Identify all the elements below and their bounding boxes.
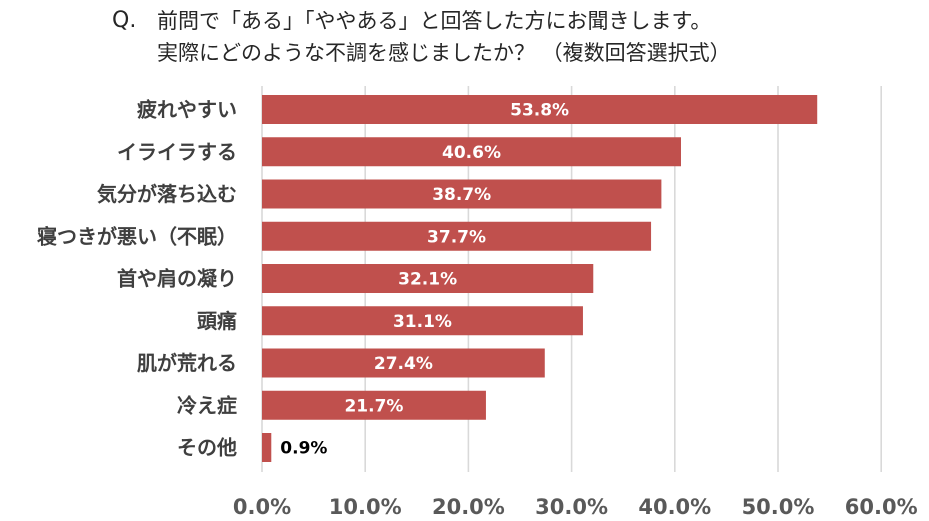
bar-value-label: 21.7%	[344, 396, 403, 416]
bar	[262, 433, 272, 462]
question-prefix: Q.	[112, 8, 137, 33]
bar-value-label: 38.7%	[432, 185, 491, 205]
bar-value-label: 40.6%	[442, 143, 501, 163]
question-line-2: 実際にどのような不調を感じましたか？ （複数回答選択式）	[157, 41, 731, 65]
category-label: 首や肩の凝り	[117, 267, 237, 291]
bar-value-label: 27.4%	[374, 354, 433, 374]
bar-value-label: 31.1%	[393, 312, 452, 332]
bar-value-label: 53.8%	[510, 101, 569, 121]
bar-value-label: 37.7%	[427, 227, 486, 247]
bar	[262, 95, 818, 124]
category-label: 頭痛	[197, 309, 237, 333]
x-tick-label: 20.0%	[432, 495, 505, 519]
x-tick-label: 30.0%	[535, 495, 608, 519]
bar-value-label: 0.9%	[280, 439, 327, 459]
bar	[262, 221, 652, 251]
category-label: 気分が落ち込む	[97, 182, 237, 206]
category-label: 冷え症	[177, 393, 237, 417]
question-line-1: 前問で「ある」「ややある」と回答した方にお聞きします。	[157, 9, 712, 33]
x-tick-label: 10.0%	[329, 495, 402, 519]
bar	[262, 179, 662, 209]
category-label: イライラする	[117, 140, 237, 164]
bar	[262, 390, 486, 420]
bar	[262, 264, 594, 293]
chart-title: Q. 前問で「ある」「ややある」と回答した方にお聞きします。 実際にどのような不…	[0, 0, 929, 80]
category-label: 疲れやすい	[137, 98, 237, 122]
category-label: その他	[177, 436, 237, 460]
x-tick-label: 60.0%	[845, 495, 918, 519]
x-tick-label: 40.0%	[638, 495, 711, 519]
bar	[262, 137, 681, 167]
bar	[262, 348, 545, 378]
x-tick-label: 50.0%	[742, 495, 815, 519]
category-label: 肌が荒れる	[137, 351, 237, 375]
category-label: 寝つきが悪い（不眠）	[37, 224, 237, 248]
x-tick-label: 0.0%	[233, 495, 291, 519]
bar-value-label: 32.1%	[398, 270, 457, 290]
bar	[262, 306, 583, 336]
